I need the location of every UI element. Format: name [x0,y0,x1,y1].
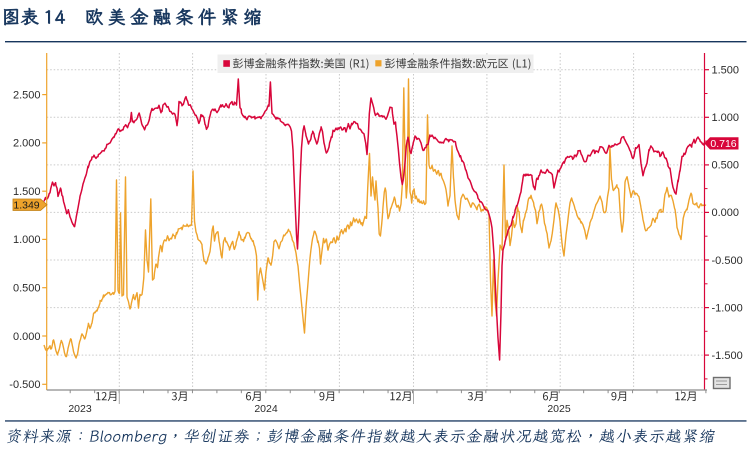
svg-text:-1.500: -1.500 [712,350,743,362]
svg-text:2.500: 2.500 [13,89,41,101]
svg-text:0.000: 0.000 [712,207,740,219]
svg-text:1.500: 1.500 [13,186,41,198]
svg-text:2024: 2024 [254,403,278,415]
svg-text:1.000: 1.000 [13,234,41,246]
svg-text:1.500: 1.500 [712,65,740,77]
svg-text:1.349: 1.349 [13,200,39,212]
svg-text:0.000: 0.000 [13,331,41,343]
svg-text:-1.000: -1.000 [712,302,743,314]
svg-text:-0.500: -0.500 [712,255,743,267]
svg-text:2023: 2023 [68,403,92,415]
svg-text:1.000: 1.000 [712,112,740,124]
svg-text:2025: 2025 [547,403,571,415]
svg-text:0.716: 0.716 [710,138,736,150]
svg-text:0.500: 0.500 [13,283,41,295]
svg-text:-0.500: -0.500 [9,379,40,391]
svg-text:2.000: 2.000 [13,138,41,150]
svg-text:0.500: 0.500 [712,160,740,172]
